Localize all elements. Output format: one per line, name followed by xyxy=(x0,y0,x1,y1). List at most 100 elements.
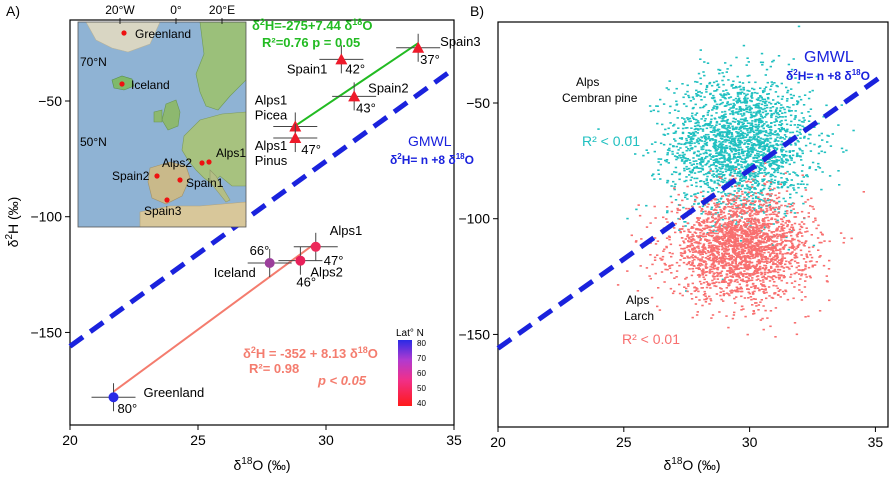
panel-b-point xyxy=(758,261,761,263)
panel-b-point xyxy=(745,120,749,122)
panel-b-point xyxy=(799,128,802,131)
panel-b-point xyxy=(703,246,706,249)
panel-b-point xyxy=(785,86,788,89)
panel-b-point xyxy=(728,153,731,155)
panel-b-point xyxy=(723,278,726,281)
panel-b-point xyxy=(752,131,756,134)
panel-b-point xyxy=(761,180,764,183)
panel-a-green-regression-line xyxy=(294,42,419,127)
panel-b-point xyxy=(720,177,723,180)
panel-b-point xyxy=(759,254,762,257)
panel-b-point xyxy=(734,177,737,180)
panel-b-point xyxy=(685,176,688,178)
panel-b-point xyxy=(693,241,696,244)
panel-b-point xyxy=(653,205,656,208)
panel-b-point xyxy=(764,102,767,104)
panel-b-point xyxy=(814,169,818,171)
panel-b-point xyxy=(724,228,727,230)
panel-b-point xyxy=(733,232,737,234)
panel-b-point xyxy=(780,242,784,244)
panel-b-point xyxy=(696,94,699,96)
panel-b-point xyxy=(719,275,722,277)
panel-b-point xyxy=(757,240,761,242)
panel-b-point xyxy=(772,112,776,115)
panel-b-point xyxy=(626,217,629,220)
panel-b-point xyxy=(743,150,746,153)
panel-b-point xyxy=(738,256,742,258)
panel-b-point xyxy=(728,238,732,241)
panel-b-point xyxy=(786,159,790,161)
panel-b-point xyxy=(700,221,703,223)
panel-b-point xyxy=(753,88,756,91)
panel-b-point xyxy=(718,226,721,228)
panel-b-point xyxy=(740,101,743,104)
panel-b-point xyxy=(795,191,798,194)
panel-b-point xyxy=(712,237,716,239)
panel-b-point xyxy=(767,275,770,278)
panel-b-point xyxy=(695,89,698,92)
panel-b-point xyxy=(763,123,766,125)
panel-b-point xyxy=(815,227,818,230)
panel-b-point xyxy=(685,165,688,168)
panel-b-point xyxy=(769,132,773,134)
panel-b-point xyxy=(763,104,767,107)
panel-b-point xyxy=(741,273,745,275)
panel-b-point xyxy=(692,160,695,163)
panel-b-frame xyxy=(497,21,889,428)
panel-b-point xyxy=(751,207,754,209)
panel-b-point xyxy=(786,252,789,255)
panel-b-point xyxy=(728,109,731,111)
panel-b-point xyxy=(779,244,783,246)
panel-b-point xyxy=(803,137,806,139)
panel-b-point xyxy=(709,259,712,262)
panel-b-point xyxy=(775,213,778,216)
panel-b-point xyxy=(639,265,642,267)
panel-b-point xyxy=(691,316,694,319)
panel-b-point xyxy=(698,250,701,253)
panel-b-point xyxy=(657,173,660,175)
panel-b-point xyxy=(666,153,669,156)
panel-b-point xyxy=(685,139,688,142)
panel-b-point xyxy=(738,254,741,256)
panel-b-point xyxy=(736,93,740,95)
panel-a-salmon-equation: δ2H = -352 + 8.13 δ18O xyxy=(243,345,378,361)
panel-b-point xyxy=(751,128,754,130)
panel-b-point xyxy=(701,272,704,275)
panel-b-point xyxy=(723,236,726,238)
panel-b-point xyxy=(716,266,720,269)
panel-b-point xyxy=(774,175,777,178)
panel-b-point xyxy=(694,289,698,292)
panel-b-point xyxy=(750,144,754,146)
panel-b-x-axis-label: δ18O (‰) xyxy=(663,456,720,473)
panel-b-point xyxy=(751,274,754,276)
panel-b-point xyxy=(787,266,790,269)
panel-b-point xyxy=(771,278,775,281)
panel-b-point xyxy=(723,110,727,113)
panel-b-point xyxy=(710,97,714,99)
panel-b-point xyxy=(738,97,741,100)
panel-b-point xyxy=(739,130,743,132)
panel-b-point xyxy=(809,276,812,279)
panel-b-point xyxy=(763,90,766,92)
panel-b-point xyxy=(708,303,711,305)
panel-b-gmwl-line xyxy=(496,73,885,351)
panel-b-point xyxy=(743,119,746,122)
panel-b-point xyxy=(682,225,685,228)
panel-b-point xyxy=(803,119,806,121)
panel-b-point xyxy=(721,195,724,198)
panel-b-point xyxy=(721,278,725,281)
panel-b-point xyxy=(751,200,754,202)
panel-b-point xyxy=(718,163,722,165)
panel-b-point xyxy=(675,145,678,148)
panel-b-point xyxy=(716,84,719,87)
panel-b-point xyxy=(751,291,755,293)
panel-b-point xyxy=(713,180,716,183)
panel-b-point xyxy=(765,113,768,115)
panel-b-point xyxy=(695,251,698,253)
panel-b-point xyxy=(747,81,751,84)
panel-b-point xyxy=(739,237,743,239)
panel-b-point xyxy=(756,175,760,178)
panel-b-point xyxy=(742,135,745,137)
panel-b-point xyxy=(745,181,748,183)
panel-b-point xyxy=(703,135,706,137)
